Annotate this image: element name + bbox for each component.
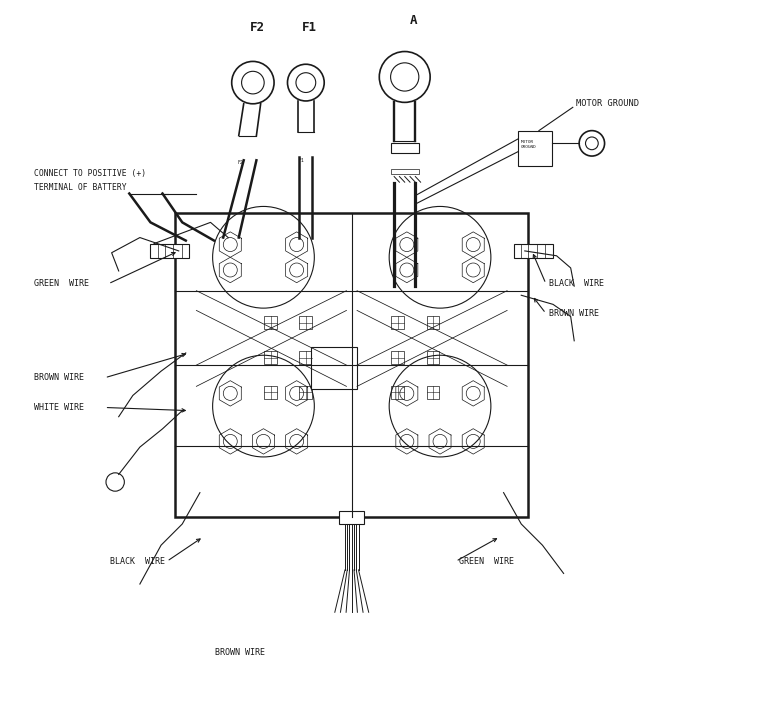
Text: MOTOR GROUND: MOTOR GROUND <box>576 99 639 108</box>
Bar <box>391 386 404 398</box>
Text: CONNECT TO POSITIVE (+): CONNECT TO POSITIVE (+) <box>34 169 146 177</box>
Text: F1: F1 <box>302 21 317 34</box>
Bar <box>426 316 439 329</box>
Bar <box>339 511 365 524</box>
Bar <box>176 213 528 517</box>
Text: BLACK  WIRE: BLACK WIRE <box>549 279 604 289</box>
Text: BROWN WIRE: BROWN WIRE <box>34 374 84 382</box>
Bar <box>264 351 277 364</box>
Text: F2: F2 <box>250 21 265 34</box>
Bar <box>391 316 404 329</box>
Bar <box>299 386 312 398</box>
Text: BROWN WIRE: BROWN WIRE <box>549 309 600 318</box>
Text: MOTOR
GROUND: MOTOR GROUND <box>521 140 537 149</box>
Bar <box>518 130 552 166</box>
Text: F1: F1 <box>299 157 305 162</box>
Text: BLACK  WIRE: BLACK WIRE <box>110 557 165 566</box>
Bar <box>299 351 312 364</box>
Bar <box>311 347 357 389</box>
Bar <box>515 244 553 258</box>
Text: TERMINAL OF BATTERY: TERMINAL OF BATTERY <box>34 183 127 191</box>
Bar <box>426 386 439 398</box>
Bar <box>264 316 277 329</box>
Bar <box>391 169 419 174</box>
Text: GREEN  WIRE: GREEN WIRE <box>34 279 89 289</box>
Text: F2: F2 <box>237 160 243 164</box>
Bar <box>426 351 439 364</box>
Text: GREEN  WIRE: GREEN WIRE <box>459 557 514 566</box>
Text: BROWN WIRE: BROWN WIRE <box>215 648 265 657</box>
Text: A: A <box>410 14 417 27</box>
Text: WHITE WIRE: WHITE WIRE <box>34 403 84 412</box>
Bar <box>391 351 404 364</box>
Bar <box>391 143 419 153</box>
Bar <box>299 316 312 329</box>
Bar <box>264 386 277 398</box>
Bar <box>150 244 189 258</box>
